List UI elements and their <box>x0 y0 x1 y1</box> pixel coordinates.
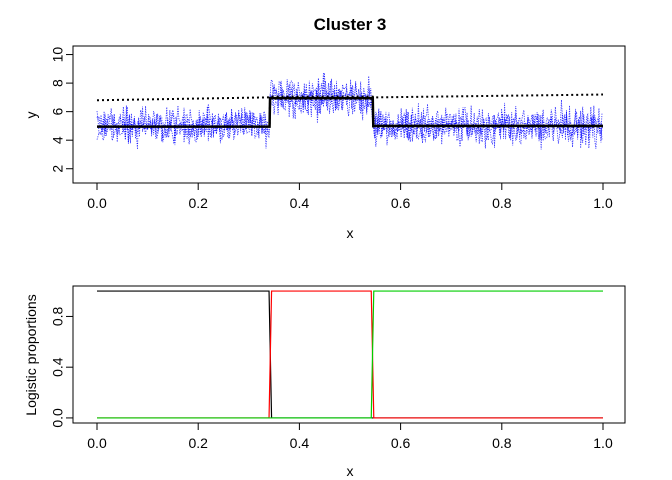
top-series-group <box>96 72 604 150</box>
regime-3-line <box>97 290 603 419</box>
bottom-x-axis-label: x <box>347 463 354 479</box>
y-tick-label: 4 <box>50 136 66 144</box>
y-tick-label: 10 <box>50 47 66 63</box>
lower-confidence-band-line <box>97 97 603 128</box>
upper-confidence-band-line <box>96 93 604 102</box>
bottom-y-axis: 0.0 0.4 0.8 <box>50 307 73 428</box>
x-tick-label: 0.2 <box>188 435 208 451</box>
y-tick-label: 2 <box>50 165 66 173</box>
x-tick-label: 0.4 <box>290 435 310 451</box>
x-tick-label: 0.2 <box>188 195 208 211</box>
bottom-series-group <box>97 290 603 419</box>
top-x-axis-label: x <box>347 225 354 241</box>
y-tick-label: 8 <box>50 79 66 87</box>
chart-title: Cluster 3 <box>314 15 387 34</box>
x-tick-label: 0.0 <box>87 435 107 451</box>
x-tick-label: 0.6 <box>391 435 411 451</box>
x-tick-label: 0.0 <box>87 195 107 211</box>
panel-cluster-curves: Cluster 3 0.0 0.2 0.4 0.6 0.8 1.0 2 4 6 8 10 x y <box>23 15 626 241</box>
x-tick-label: 0.4 <box>290 195 310 211</box>
x-tick-label: 1.0 <box>593 195 613 211</box>
y-tick-label: 0.8 <box>50 307 66 327</box>
top-y-axis-label: y <box>23 112 39 119</box>
x-tick-label: 0.6 <box>391 195 411 211</box>
x-tick-label: 0.8 <box>492 195 512 211</box>
x-tick-label: 1.0 <box>593 435 613 451</box>
y-tick-label: 0.4 <box>50 357 66 377</box>
top-x-axis: 0.0 0.2 0.4 0.6 0.8 1.0 <box>87 183 613 211</box>
bottom-plot-frame <box>72 285 626 424</box>
top-y-axis: 2 4 6 8 10 <box>50 47 73 173</box>
y-tick-label: 6 <box>50 108 66 116</box>
y-tick-label: 0.0 <box>50 408 66 428</box>
panel-logistic-proportions: 0.0 0.2 0.4 0.6 0.8 1.0 0.0 0.4 0.8 x Logistic … <box>23 285 626 479</box>
x-tick-label: 0.8 <box>492 435 512 451</box>
bottom-y-axis-label: Logistic proportions <box>23 294 39 415</box>
bottom-x-axis: 0.0 0.2 0.4 0.6 0.8 1.0 <box>87 423 613 451</box>
top-plot-frame <box>72 45 626 184</box>
